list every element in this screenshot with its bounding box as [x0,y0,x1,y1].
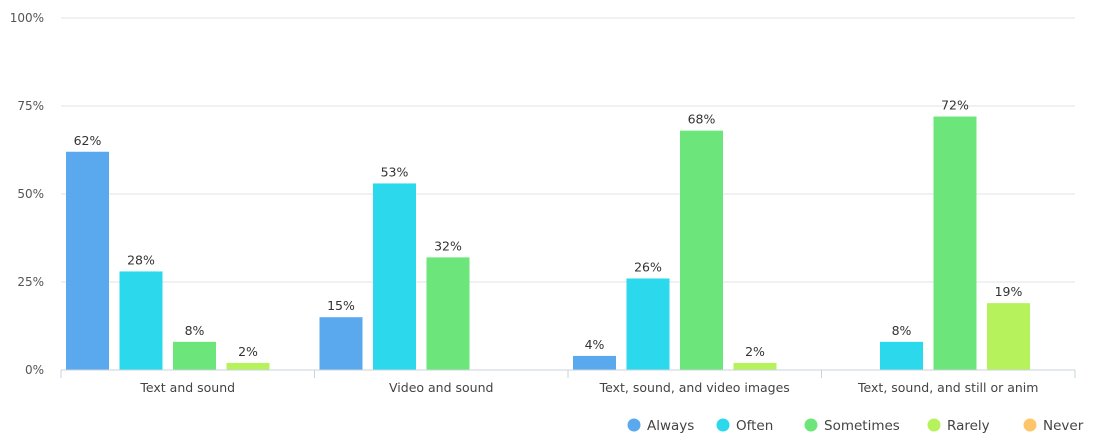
legend-marker [627,418,641,432]
y-tick-label: 75% [17,99,44,113]
bar-rarely-3[interactable] [987,303,1030,370]
legend-label: Sometimes [824,418,900,434]
x-category-label: Text and sound [139,380,235,395]
bars [66,116,1030,370]
bar-always-2[interactable] [573,355,616,370]
legend-marker [1023,418,1037,432]
data-label: 72% [941,98,969,113]
y-tick-label: 50% [17,187,44,201]
legend-label: Never [1043,418,1084,434]
legend-label: Often [736,418,773,434]
bar-often-3[interactable] [880,341,923,370]
legend-item-always[interactable]: Always [627,418,695,434]
data-label: 28% [127,252,155,267]
bar-sometimes-1[interactable] [426,257,470,370]
y-tick-label: 25% [17,275,44,289]
bar-rarely-0[interactable] [226,362,270,370]
bar-often-1[interactable] [373,183,416,370]
data-label: 53% [381,164,409,179]
data-label: 8% [892,323,912,338]
data-label: 8% [185,323,205,338]
bar-sometimes-2[interactable] [680,130,723,370]
bar-always-0[interactable] [66,151,109,370]
legend-marker [716,418,730,432]
legend-marker [804,418,818,432]
bar-rarely-2[interactable] [733,362,777,370]
data-label: 2% [745,344,765,359]
legend-label: Always [647,418,694,434]
bar-sometimes-3[interactable] [933,116,977,370]
data-label: 15% [327,298,355,313]
x-category-label: Text, sound, and still or anim [857,380,1038,395]
x-category-label: Text, sound, and video images [599,380,790,395]
bar-sometimes-0[interactable] [173,341,216,370]
data-label: 62% [74,133,102,148]
bar-often-2[interactable] [626,278,670,370]
legend-item-often[interactable]: Often [716,418,774,434]
x-category-label: Video and sound [389,380,493,395]
legend-item-rarely[interactable]: Rarely [927,418,990,434]
x-axis: Text and sound Video and sound Text, sound… [60,369,1076,395]
bar-often-0[interactable] [119,271,163,370]
y-axis-ticks: 0% 25% 50% 75% 100% [10,11,44,377]
legend-item-sometimes[interactable]: Sometimes [804,418,900,434]
data-label: 19% [995,284,1023,299]
data-label: 4% [585,337,605,352]
data-label: 32% [434,238,462,253]
legend[interactable]: Always Often Sometimes Rarely Never [627,418,1084,434]
data-labels: 62% 28% 8% 2% 15% 53% 32% 4% 26% 68% 2% 8% 72% 19% [74,98,1023,359]
legend-item-never[interactable]: Never [1023,418,1084,434]
data-label: 68% [688,112,716,127]
y-tick-label: 0% [25,363,44,377]
legend-label: Rarely [947,418,990,434]
data-label: 2% [238,344,258,359]
y-tick-label: 100% [10,11,44,25]
bar-always-1[interactable] [319,317,363,370]
legend-marker [927,418,941,432]
gridlines [61,17,1075,283]
data-label: 26% [634,259,662,274]
